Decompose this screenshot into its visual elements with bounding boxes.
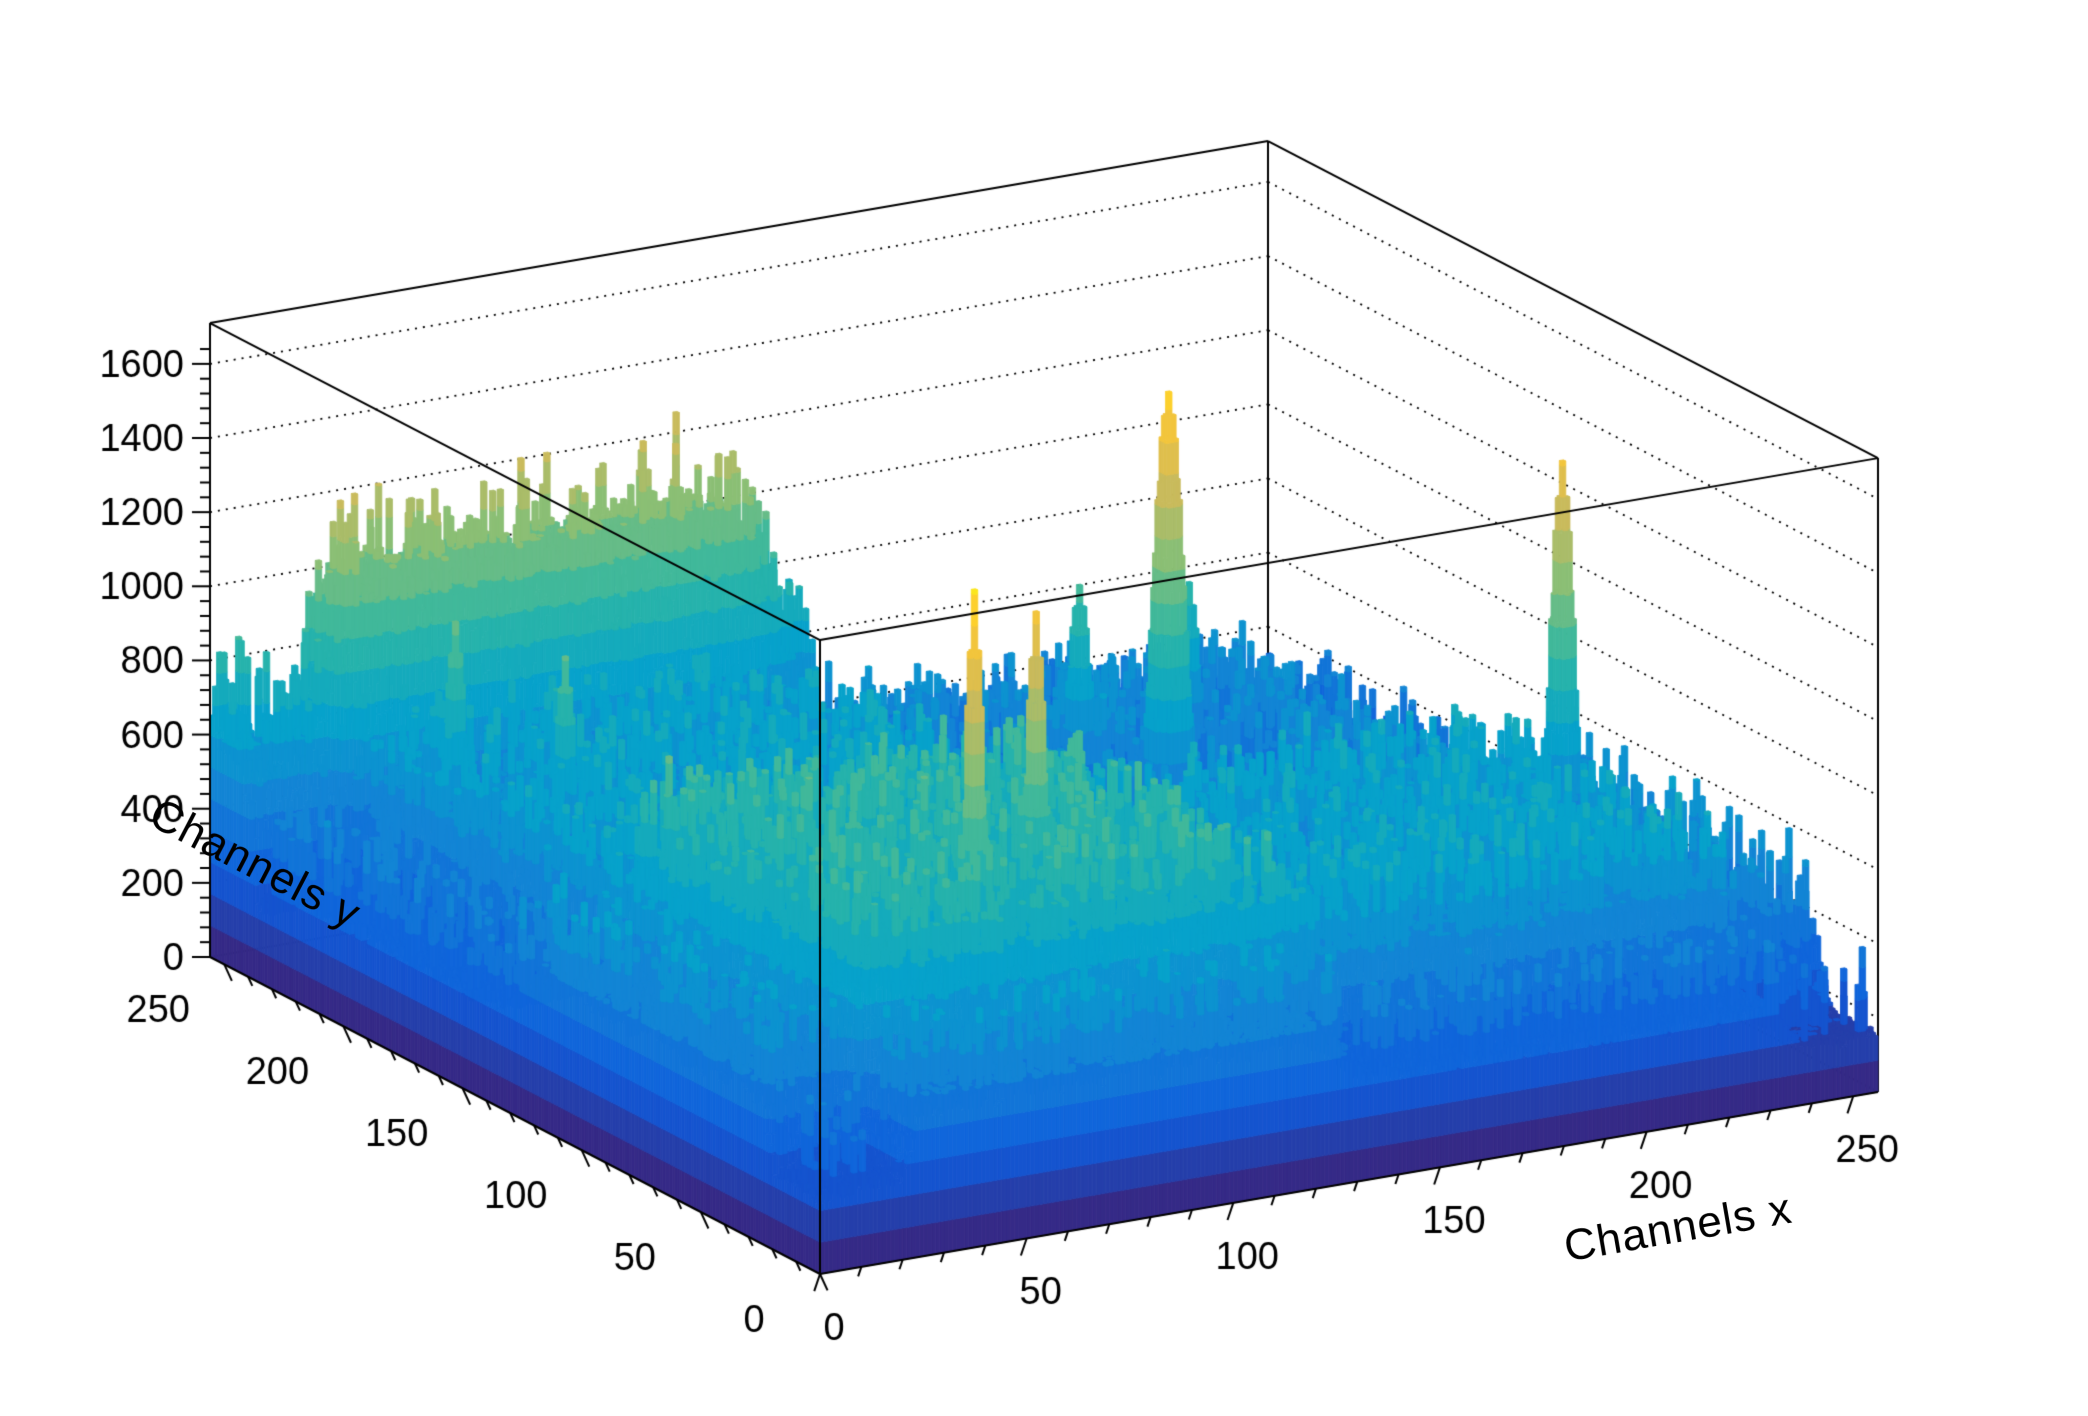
plot-area: Channels x Channels y [0,0,2088,1416]
surface-canvas [0,0,2088,1416]
